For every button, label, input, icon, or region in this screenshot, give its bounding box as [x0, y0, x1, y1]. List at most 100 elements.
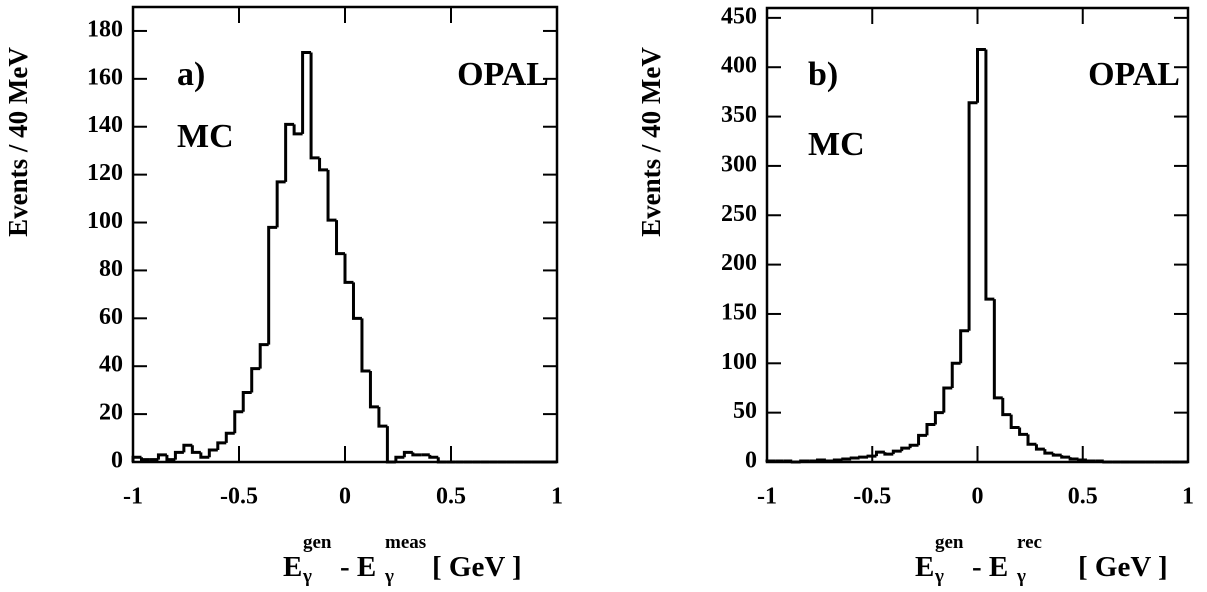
- histogram-bin: [199, 452, 210, 459]
- histogram-bin: [967, 101, 978, 331]
- histogram-bin: [343, 253, 354, 284]
- histogram-bin: [258, 343, 269, 369]
- x-tick-label: -1: [757, 484, 777, 510]
- x-axis-label: γ: [302, 566, 312, 587]
- histogram-bin: [1060, 455, 1071, 459]
- histogram-bin: [335, 220, 345, 256]
- x-tick-label: -0.5: [220, 484, 258, 510]
- x-axis-label: gen: [303, 532, 332, 553]
- panel-label: a): [177, 56, 205, 93]
- histogram-bin: [917, 433, 927, 446]
- y-tick-label: 450: [721, 3, 757, 29]
- histogram-bin: [182, 443, 193, 453]
- histogram-bin: [394, 455, 405, 462]
- histogram-bin: [368, 371, 379, 409]
- histogram-bin: [309, 52, 320, 160]
- histogram-bin: [1034, 444, 1045, 451]
- histogram-bin: [1077, 458, 1087, 462]
- histogram-bin: [207, 448, 218, 458]
- histogram-bin: [1018, 427, 1029, 436]
- panel-label: b): [808, 56, 838, 93]
- histogram-bin: [165, 454, 176, 462]
- histogram-bin: [275, 180, 286, 228]
- histogram-bin: [139, 457, 150, 462]
- histogram-bin: [233, 410, 244, 434]
- histogram-bin: [1026, 434, 1037, 446]
- histogram-bin: [216, 441, 227, 451]
- histogram-bin: [900, 446, 911, 452]
- histogram-bin: [959, 329, 970, 364]
- histogram-bin: [377, 406, 388, 428]
- sample-label: MC: [808, 126, 865, 163]
- histogram-bin: [318, 157, 329, 172]
- x-axis-label: meas: [385, 532, 426, 553]
- y-tick-label: 60: [99, 304, 123, 330]
- histogram-bin: [866, 454, 877, 458]
- y-tick-label: 20: [99, 400, 123, 426]
- x-axis-label: E: [915, 551, 934, 583]
- y-tick-label: 100: [721, 349, 757, 375]
- y-tick-label: 200: [721, 250, 757, 276]
- y-tick-label: 150: [721, 299, 757, 325]
- histogram-bin: [402, 450, 413, 458]
- histogram-bin: [992, 299, 1003, 400]
- histogram-bin: [976, 47, 986, 103]
- histogram-bin: [267, 225, 278, 345]
- x-tick-label: -0.5: [853, 484, 891, 510]
- y-axis-label: Events / 40 MeV: [636, 47, 666, 237]
- histogram-bin: [428, 454, 439, 459]
- histogram-bin: [1009, 414, 1020, 429]
- y-axis-label: Events / 40 MeV: [3, 47, 33, 237]
- histogram-bin: [908, 443, 919, 449]
- histogram-bin: [411, 452, 422, 457]
- histogram-bin: [250, 367, 261, 393]
- y-tick-label: 0: [745, 448, 757, 474]
- histogram-bin: [1043, 449, 1054, 455]
- histogram-bin: [942, 386, 953, 413]
- histogram-bin: [351, 282, 362, 320]
- histogram-bin: [224, 431, 235, 443]
- experiment-label: OPAL: [1088, 56, 1180, 93]
- histogram-bin: [156, 453, 167, 460]
- x-axis-label: - E: [972, 551, 1008, 583]
- histogram-bin: [874, 450, 885, 457]
- histogram-bin: [891, 449, 902, 455]
- x-axis-label: [ GeV ]: [432, 551, 522, 583]
- histogram-bin: [173, 450, 184, 460]
- histogram-bin: [832, 458, 843, 462]
- histogram-bin: [360, 318, 371, 373]
- y-tick-label: 120: [87, 160, 123, 186]
- histogram-bin: [984, 49, 995, 301]
- x-axis-label: γ: [1016, 566, 1026, 587]
- histogram-bin: [849, 456, 860, 460]
- experiment-label: OPAL: [457, 56, 549, 93]
- x-axis-label: [ GeV ]: [1078, 551, 1168, 583]
- histogram-bin: [301, 51, 312, 134]
- histogram-bin: [1001, 397, 1012, 417]
- x-axis-label: γ: [384, 566, 394, 587]
- histogram-bin: [858, 455, 869, 459]
- x-axis-label: E: [283, 551, 302, 583]
- y-tick-label: 400: [721, 53, 757, 79]
- x-tick-label: 0.5: [436, 484, 466, 510]
- histogram-bin: [925, 422, 936, 436]
- x-tick-label: 1: [1182, 484, 1194, 510]
- y-tick-label: 80: [99, 256, 123, 282]
- histogram-bin: [933, 411, 944, 425]
- y-tick-label: 160: [87, 64, 123, 90]
- histogram-bin: [1051, 453, 1062, 457]
- x-axis-label: γ: [934, 566, 944, 587]
- y-tick-label: 180: [87, 16, 123, 42]
- histogram-bin: [1068, 457, 1079, 461]
- histogram-bin: [326, 169, 337, 222]
- histogram-bin: [883, 452, 894, 456]
- y-tick-label: 100: [87, 208, 123, 234]
- x-tick-label: 1: [551, 484, 563, 510]
- x-tick-label: 0: [972, 484, 984, 510]
- histogram-bin: [284, 122, 295, 182]
- y-tick-label: 250: [721, 201, 757, 227]
- histogram-bin: [241, 391, 252, 412]
- histogram-bin: [190, 445, 201, 454]
